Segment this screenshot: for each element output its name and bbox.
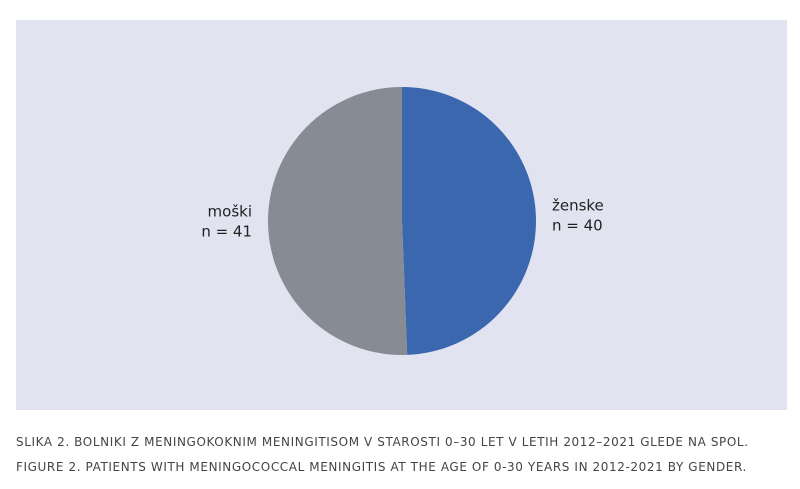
slice-label: ženske [552,197,604,215]
value-label: n = 41 [201,222,252,240]
caption: SLIKA 2. BOLNIKI Z MENINGOKOKNIM MENINGI… [16,435,749,449]
slice-label: moški [208,202,252,220]
pie-slice [402,87,536,355]
value-label: n = 40 [552,217,603,235]
caption: FIGURE 2. PATIENTS WITH MENINGOCOCCAL ME… [16,460,747,474]
pie-slice [267,87,408,355]
